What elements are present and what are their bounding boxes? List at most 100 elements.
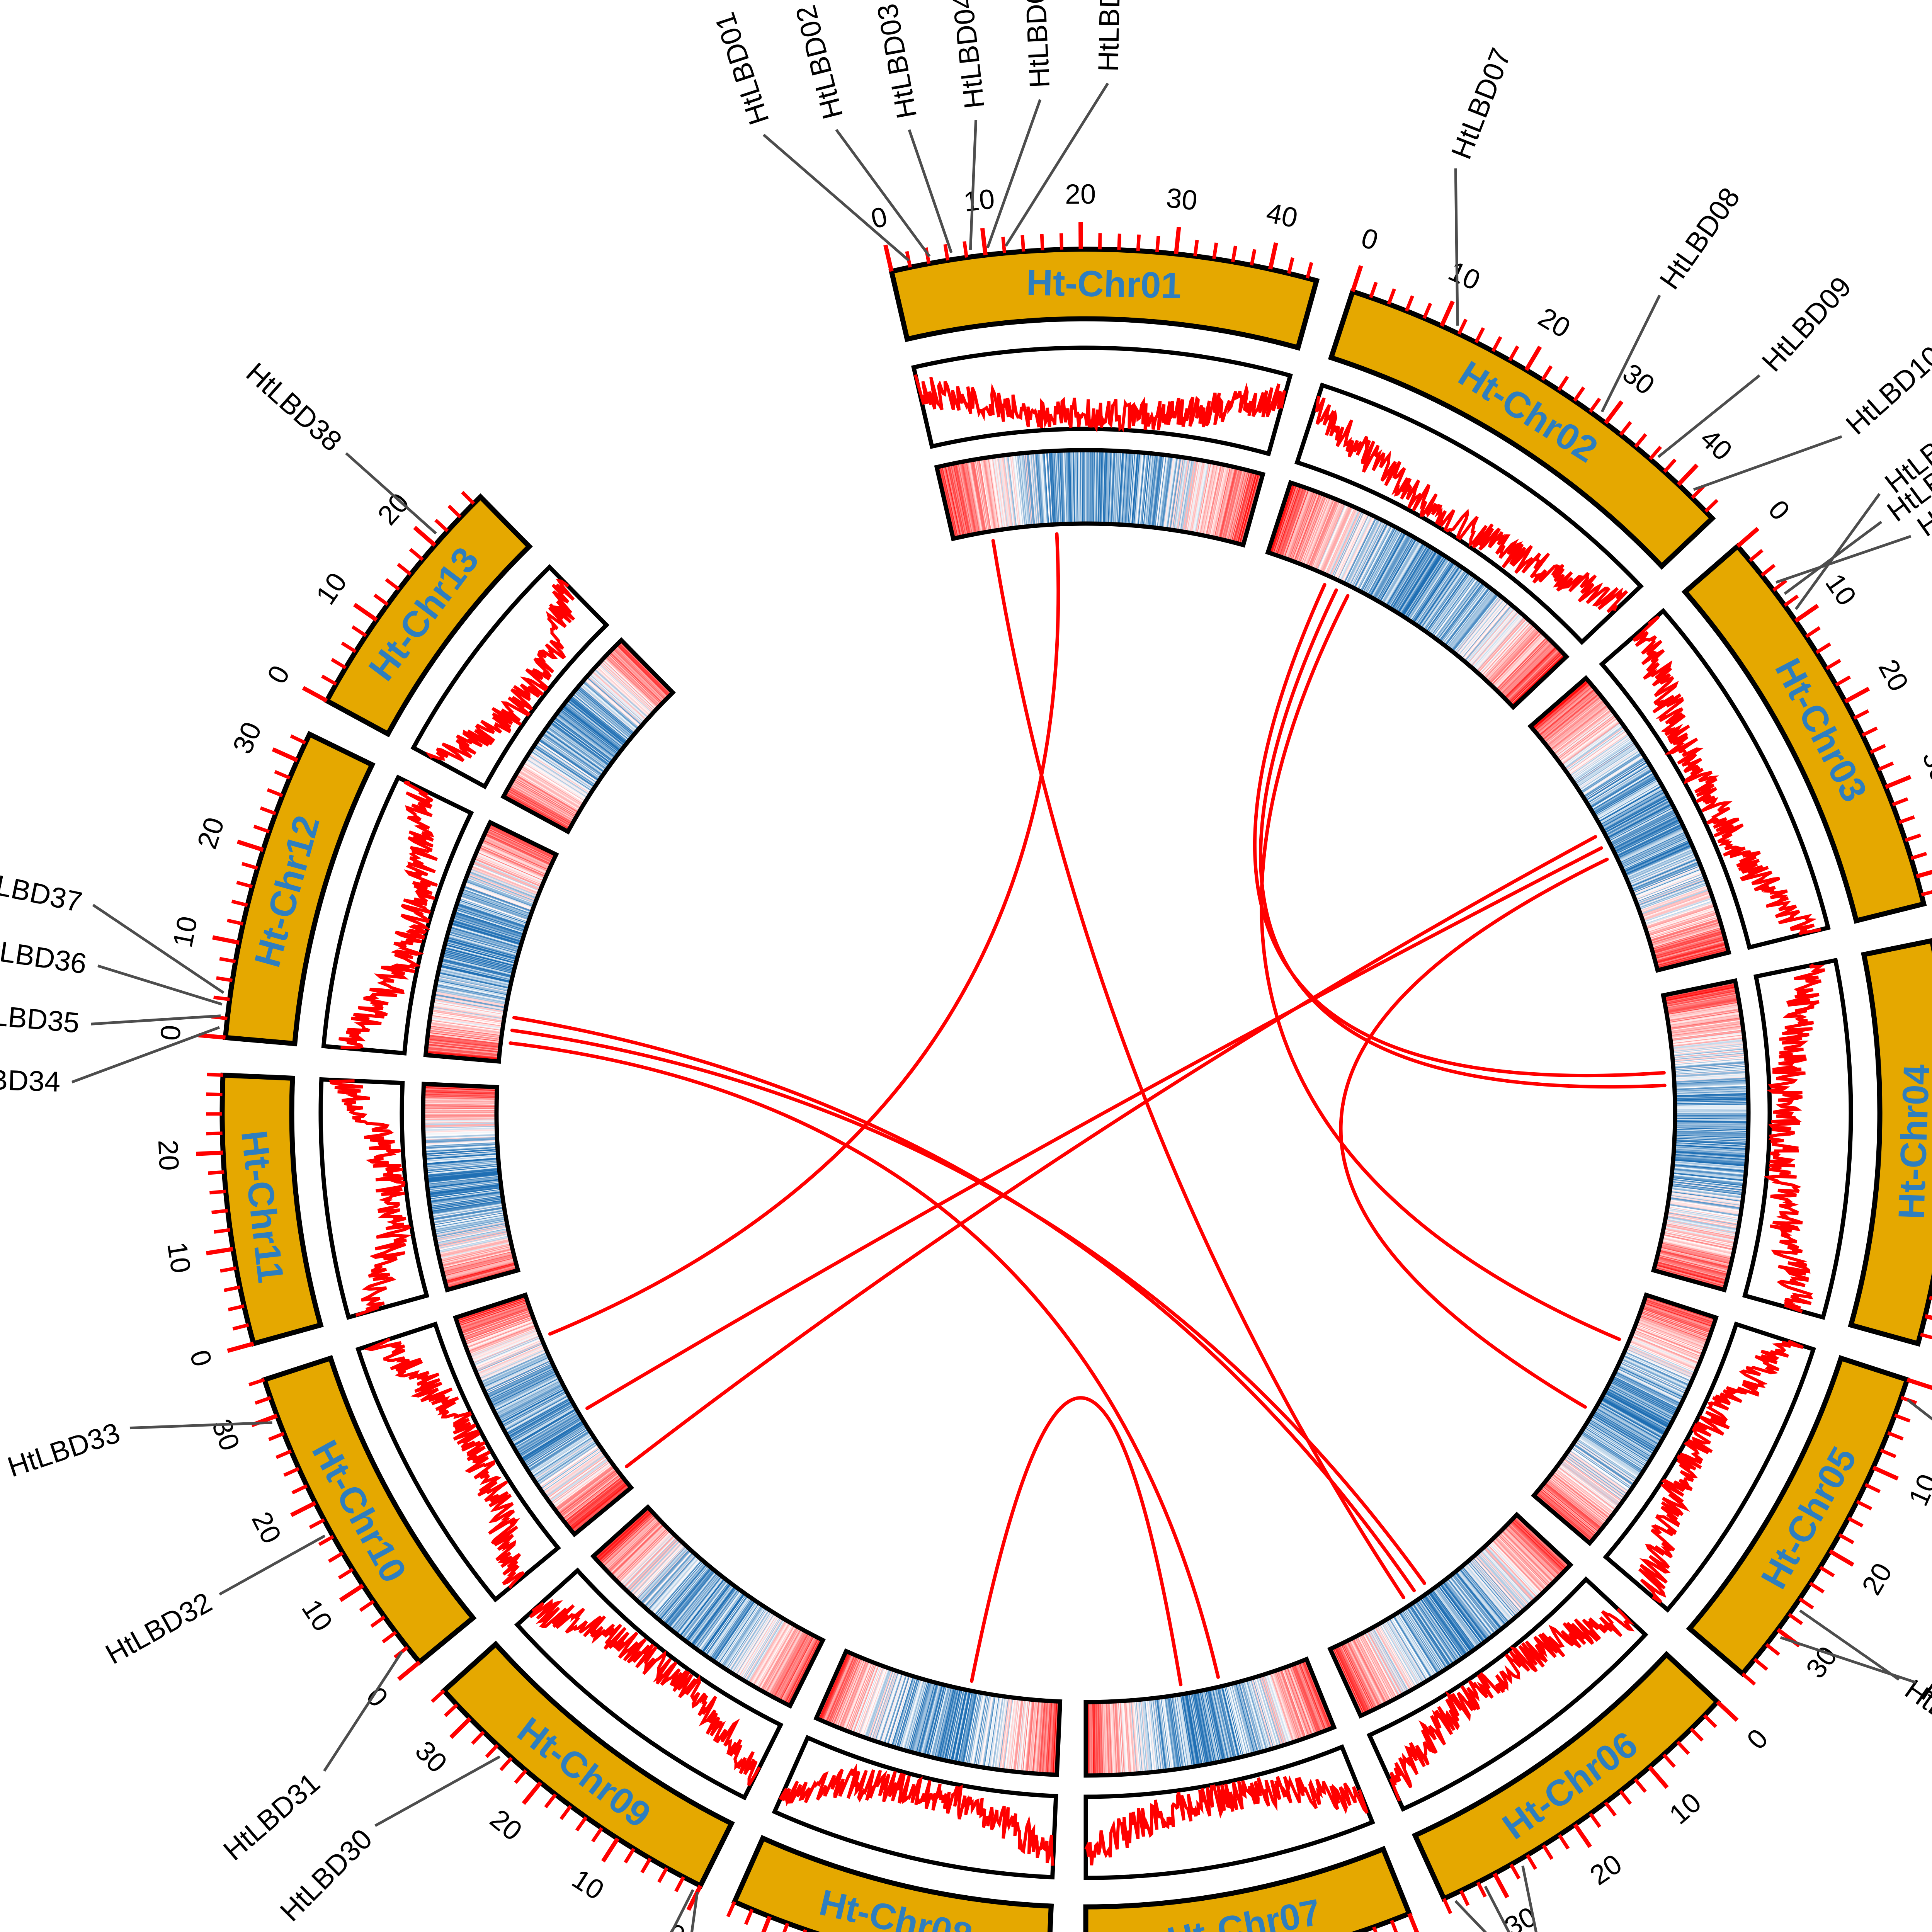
heatmap-cell <box>1007 454 1017 528</box>
heatmap-cell <box>550 1460 611 1505</box>
heatmap-cell <box>1428 1592 1471 1653</box>
heatmap-cell <box>526 1428 588 1468</box>
heatmap-cell <box>1635 873 1704 901</box>
heatmap-cell <box>1274 1671 1299 1741</box>
heatmap-cell <box>425 1156 498 1163</box>
heatmap-cell <box>1165 1696 1177 1770</box>
heatmap-cell <box>1667 1008 1740 1021</box>
heatmap-cell <box>1223 468 1241 540</box>
chromosome-band[interactable] <box>223 731 376 1046</box>
heatmap-cell <box>1660 1244 1732 1262</box>
chromosome-band[interactable] <box>1686 1355 1910 1677</box>
axis-tick <box>211 1209 228 1214</box>
heatmap-cell <box>427 1178 500 1187</box>
heatmap-cell <box>1509 1521 1563 1573</box>
heatmap-cell <box>1675 1133 1748 1136</box>
heatmap-cell <box>1270 483 1295 554</box>
heatmap-cell <box>1354 1637 1388 1703</box>
gene-leader-line <box>97 964 223 1006</box>
heatmap-cell <box>1585 761 1648 801</box>
heatmap-cell <box>1664 1223 1737 1238</box>
chromosome-band[interactable] <box>219 1072 324 1347</box>
heatmap-cell <box>882 1673 906 1744</box>
heatmap-cell <box>597 665 651 716</box>
heatmap-cell <box>1002 455 1012 529</box>
heatmap-cell <box>1672 1048 1746 1057</box>
heatmap-cell <box>1349 520 1383 587</box>
heatmap-cell <box>502 1392 567 1428</box>
heatmap-cell <box>963 461 978 534</box>
heatmap-cell <box>927 1685 946 1757</box>
heatmap-cell <box>1671 1182 1744 1192</box>
heatmap-cell <box>934 1686 952 1759</box>
heatmap-cell <box>1280 1668 1306 1738</box>
chromosome-band[interactable] <box>1412 1651 1721 1902</box>
heatmap-cell <box>466 878 535 905</box>
chromosome-band[interactable] <box>323 493 533 738</box>
heatmap-cell <box>1234 1683 1253 1754</box>
heatmap-cell <box>695 1588 739 1649</box>
heatmap-cell <box>1489 630 1541 684</box>
heatmap-cell <box>1536 1493 1593 1541</box>
heatmap-cell <box>896 1677 918 1748</box>
heatmap-cell <box>1450 1575 1497 1634</box>
chromosome-band[interactable] <box>261 1355 477 1666</box>
axis-tick <box>591 1827 604 1843</box>
line-track-segment <box>911 345 1293 457</box>
heatmap-cell <box>529 1432 591 1473</box>
heatmap-cell <box>1357 1635 1393 1701</box>
heatmap-cell <box>1048 451 1053 525</box>
heatmap-cell <box>1671 1178 1745 1187</box>
axis-tick <box>1231 245 1238 262</box>
heatmap-cell <box>1327 508 1359 576</box>
heatmap-cell <box>1405 556 1446 618</box>
heatmap-cell <box>1672 1041 1745 1050</box>
heatmap-cell <box>1470 1558 1519 1615</box>
heatmap-cell <box>1672 1053 1746 1061</box>
heatmap-cell <box>939 1687 956 1759</box>
heatmap-cell <box>1388 1618 1427 1682</box>
axis-tick-label: 40 <box>1264 197 1300 234</box>
heatmap-cell <box>574 691 631 739</box>
heatmap-cell <box>436 979 509 995</box>
heatmap-cell <box>600 661 655 712</box>
heatmap-cell <box>1250 1678 1272 1749</box>
heatmap-cell <box>1475 1554 1524 1611</box>
heatmap-cell <box>1594 778 1658 816</box>
chromosome-band[interactable] <box>1083 1845 1413 1932</box>
heatmap-cell <box>975 459 989 532</box>
heatmap-cell <box>884 1674 908 1745</box>
heatmap-cell <box>512 780 577 818</box>
heatmap-cell <box>522 1422 585 1462</box>
chromosome-band[interactable] <box>731 1835 1054 1932</box>
heatmap-cell <box>1040 451 1046 525</box>
chromosome-band[interactable] <box>1681 543 1927 924</box>
heatmap-cell <box>1650 922 1721 944</box>
heatmap-cell <box>546 1455 607 1499</box>
heatmap-cell <box>1183 459 1196 532</box>
chromosome-band[interactable] <box>1328 288 1716 570</box>
heatmap-cell <box>1466 606 1514 663</box>
heatmap-cell <box>1673 1154 1747 1160</box>
heatmap-cell <box>1403 1609 1444 1672</box>
heatmap-cell <box>1380 539 1418 603</box>
heatmap-cell <box>1674 1087 1748 1091</box>
heatmap-cell <box>499 1386 565 1422</box>
heatmap-cell <box>1491 631 1542 686</box>
heatmap-cell <box>1190 461 1204 533</box>
heatmap-cell <box>1017 1699 1026 1772</box>
heatmap-cell <box>1279 1669 1304 1739</box>
axis-tick <box>444 1703 458 1717</box>
heatmap-cell <box>527 1429 589 1470</box>
chromosome-band[interactable] <box>440 1640 735 1889</box>
heatmap-segment <box>1651 978 1751 1293</box>
heatmap-cell <box>1416 1600 1458 1662</box>
heatmap-cell <box>1343 517 1377 583</box>
heatmap-cell <box>1094 450 1097 524</box>
heatmap-cell <box>1643 897 1713 922</box>
heatmap-cell <box>1673 1066 1747 1073</box>
chromosome-band[interactable] <box>888 247 1320 351</box>
chromosome-band[interactable] <box>1848 938 1932 1347</box>
heatmap-cell <box>1231 1683 1251 1755</box>
heatmap-cell <box>1367 1630 1403 1696</box>
